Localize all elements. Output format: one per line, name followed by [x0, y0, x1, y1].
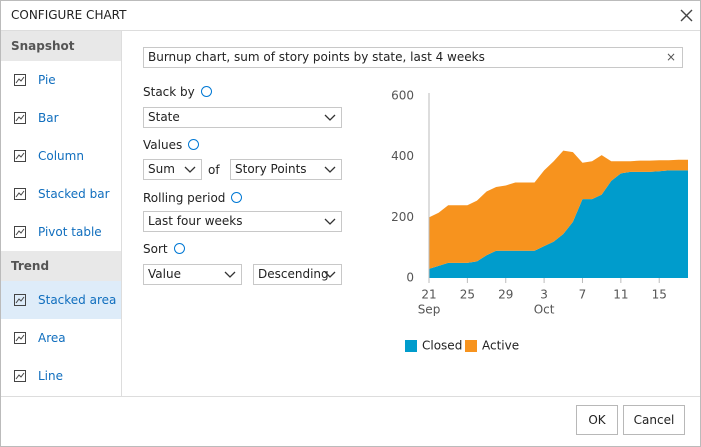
x-tick-label: 7: [579, 288, 587, 302]
legend-label: Closed: [422, 339, 462, 353]
x-tick-sublabel: Oct: [534, 303, 555, 317]
chevron: [224, 271, 236, 278]
item-label: Pie: [38, 73, 56, 87]
chevron: [184, 166, 196, 173]
icon: [14, 332, 26, 344]
select-value: Sum: [148, 162, 175, 176]
icon: [14, 294, 26, 306]
select[interactable]: State: [143, 107, 342, 128]
close-button[interactable]: [680, 9, 693, 22]
chart-type-item[interactable]: Line: [1, 357, 121, 395]
values-label: Values: [143, 138, 183, 152]
header: [1, 1, 700, 31]
icon: [14, 370, 26, 382]
chevron: [324, 218, 336, 225]
chevron: [324, 166, 336, 173]
x-tick-label: 21: [421, 288, 436, 302]
icon: [14, 150, 26, 162]
icon: [14, 188, 26, 200]
x-tick-label: 3: [540, 288, 548, 302]
select-value: Last four weeks: [148, 214, 243, 228]
item-label: Column: [38, 149, 84, 163]
item-label: Stacked area: [38, 293, 117, 307]
select[interactable]: Sum: [143, 159, 202, 180]
label: Stack by: [143, 85, 212, 99]
title-text: Burnup chart, sum of story points by sta…: [148, 50, 485, 64]
section-header: Snapshot: [1, 31, 121, 61]
item-label: Line: [38, 369, 64, 383]
icon: [14, 74, 26, 86]
x-tick-sublabel: Sep: [418, 303, 441, 317]
select[interactable]: Value: [143, 264, 242, 285]
chevron: [324, 114, 336, 121]
ok-button[interactable]: OK: [576, 405, 618, 435]
chart-type-item[interactable]: Bar: [1, 99, 121, 137]
x-tick-label: 15: [652, 288, 667, 302]
item-label: Pivot table: [38, 225, 102, 239]
item-label: Bar: [38, 111, 59, 125]
rolling-label: Rolling period: [143, 191, 226, 205]
sort-label: Sort: [143, 242, 168, 256]
chart-type-item[interactable]: Stacked bar: [1, 175, 121, 213]
y-tick-label: 400: [391, 149, 414, 163]
legend-swatch: [405, 340, 417, 352]
icon: [14, 226, 26, 238]
area: [429, 170, 688, 278]
dialog-title: CONFIGURE CHART: [11, 8, 127, 22]
clear-icon[interactable]: ×: [665, 50, 676, 64]
section-header: Trend: [1, 251, 121, 281]
x-tick-label: 11: [613, 288, 628, 302]
chart-type-item[interactable]: Pie: [1, 61, 121, 99]
item-label: Stacked bar: [38, 187, 110, 201]
label: Sort: [143, 242, 185, 256]
chart-type-item[interactable]: Column: [1, 137, 121, 175]
of-text: of: [208, 163, 220, 177]
select-value: State: [148, 110, 180, 124]
legend-label: Active: [482, 339, 519, 353]
select-value: Value: [148, 267, 181, 281]
area: [429, 150, 688, 269]
footer: [1, 396, 700, 397]
select-value: Descending: [258, 267, 329, 281]
label: Rolling period: [143, 191, 243, 205]
item-label: Area: [38, 331, 66, 345]
legend-swatch: [465, 340, 477, 352]
chart-type-item[interactable]: Pivot table: [1, 213, 121, 251]
select[interactable]: Descending: [253, 264, 342, 285]
icon: [14, 112, 26, 124]
y-tick-label: 0: [406, 271, 414, 285]
chart: 0 200 400 600 21 25 29 3 7 11 15 Sep Oct Closed Active: [391, 89, 688, 353]
select-value: Story Points: [235, 162, 307, 176]
title-input[interactable]: Burnup chart, sum of story points by sta…: [143, 47, 683, 68]
select[interactable]: Last four weeks: [143, 211, 342, 232]
y-tick-label: 600: [391, 89, 414, 103]
chevron: [324, 271, 336, 278]
x-tick-label: 25: [460, 288, 475, 302]
x-tick-label: 29: [498, 288, 513, 302]
chart-type-item[interactable]: Area: [1, 319, 121, 357]
cancel-button[interactable]: Cancel: [623, 405, 685, 435]
stack-by-label: Stack by: [143, 85, 195, 99]
select[interactable]: Story Points: [230, 159, 342, 180]
chart-type-item[interactable]: Stacked area: [1, 281, 121, 319]
sidebar: Snapshot Pie Bar Column Stacked bar Pivot tab…: [1, 31, 122, 396]
label: Values: [143, 138, 200, 152]
y-tick-label: 200: [391, 210, 414, 224]
